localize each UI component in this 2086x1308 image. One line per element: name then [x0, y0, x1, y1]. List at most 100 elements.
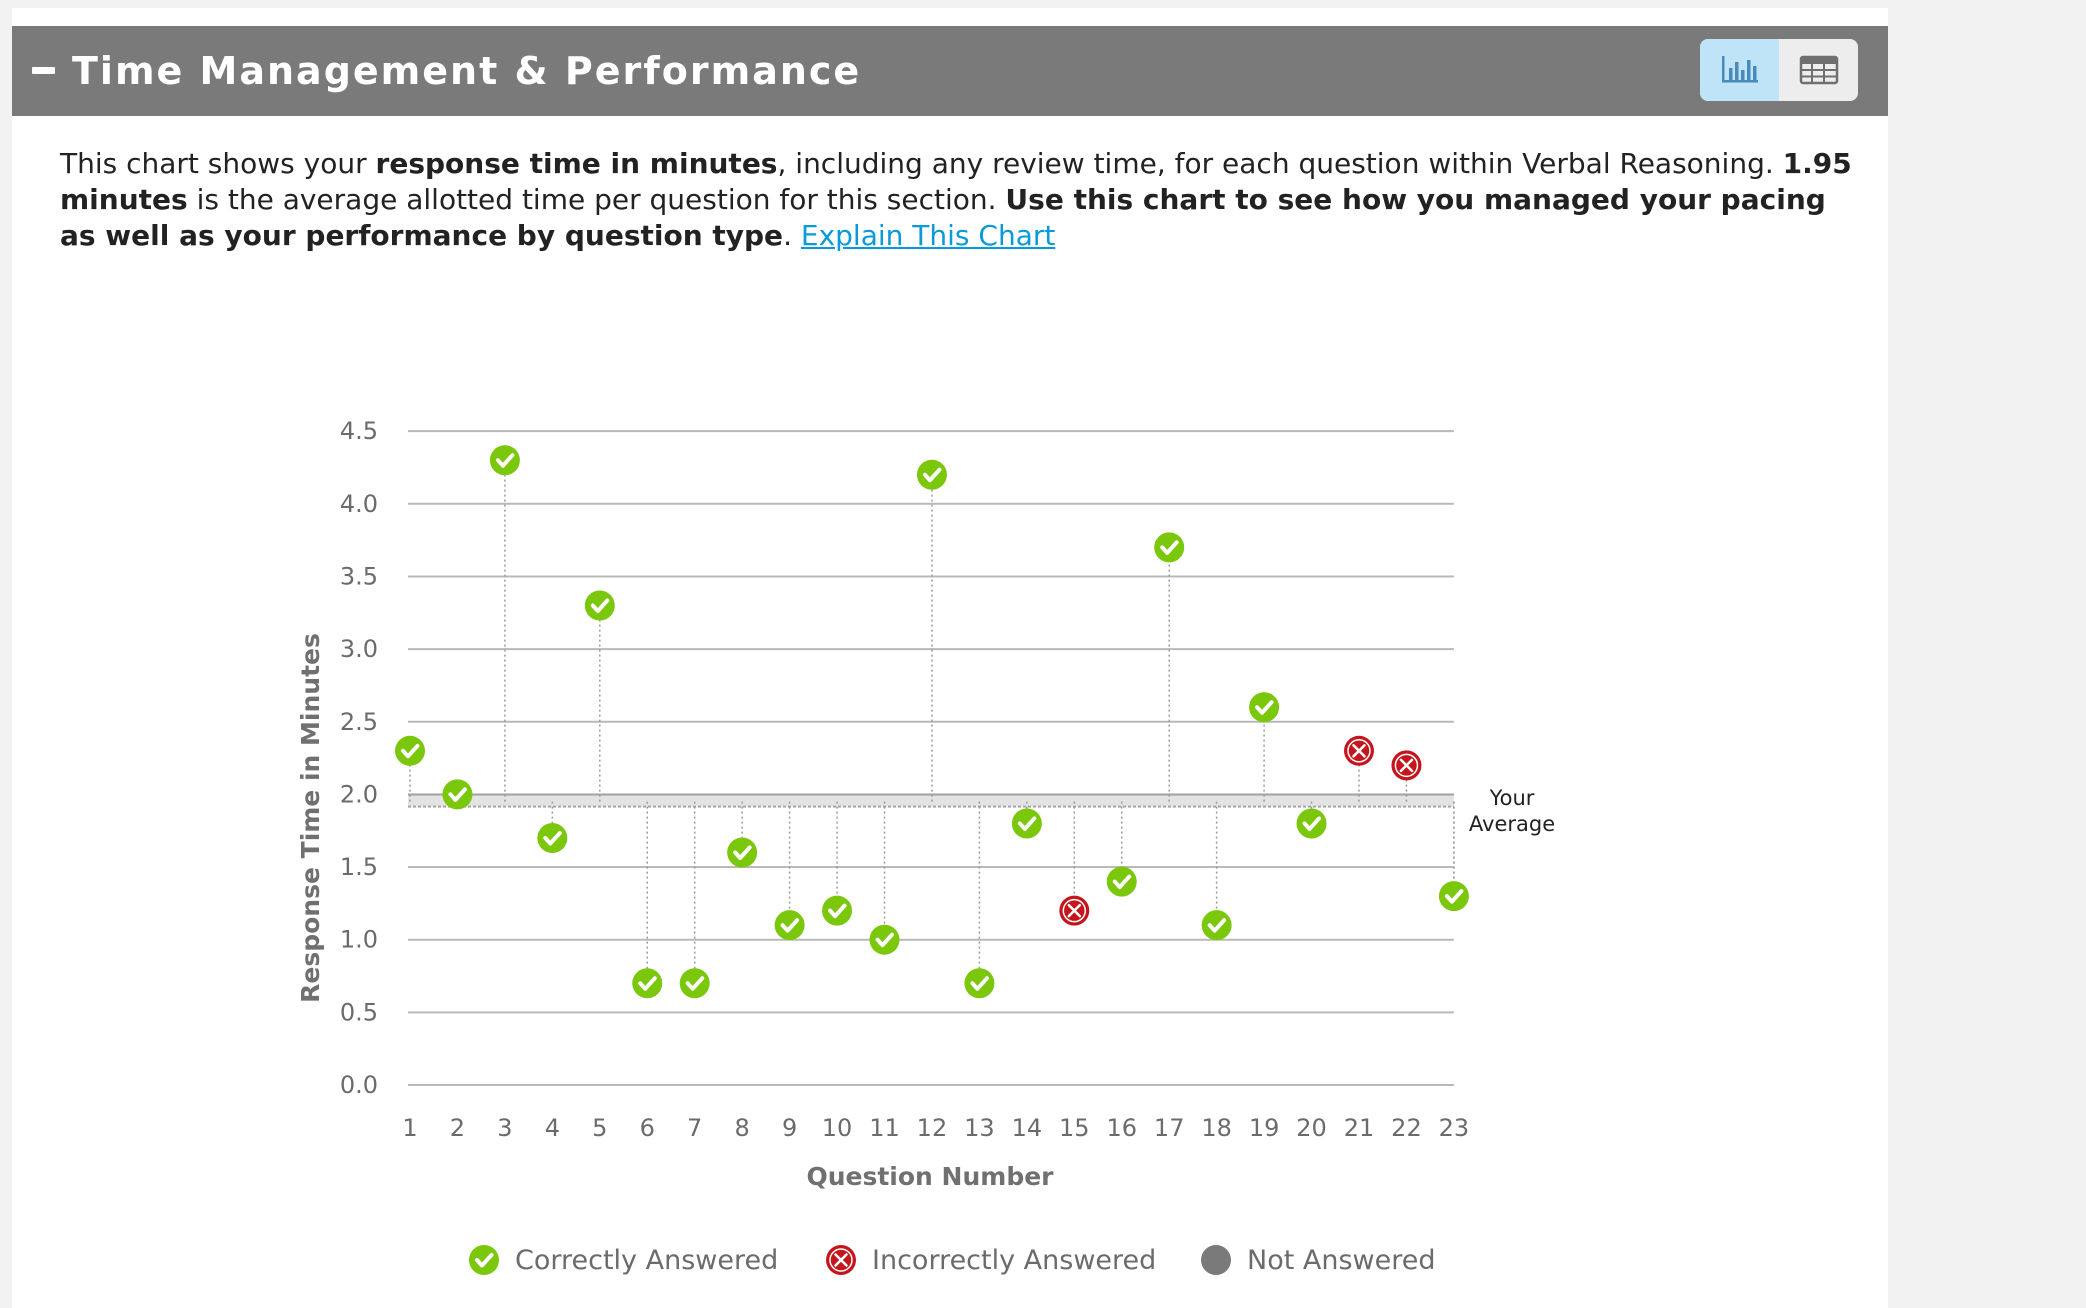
data-point-q20: [1296, 808, 1327, 839]
legend-label: Correctly Answered: [515, 1245, 778, 1276]
legend-label: Not Answered: [1247, 1245, 1436, 1276]
x-ring: [829, 1248, 853, 1272]
data-point-q3: [489, 445, 520, 476]
description-bold-1: response time in minutes: [375, 147, 778, 180]
legend-label: Incorrectly Answered: [872, 1245, 1156, 1276]
x-tick-label: 20: [1296, 1114, 1327, 1142]
average-label: Average: [1469, 812, 1555, 836]
y-tick-label: 0.5: [340, 998, 378, 1026]
correct-circle: [727, 837, 758, 868]
x-icon: [1067, 903, 1082, 918]
check-icon: [828, 903, 847, 919]
explain-chart-link[interactable]: Explain This Chart: [800, 219, 1056, 252]
data-point-q14: [1011, 808, 1042, 839]
table-grid-icon: [1799, 55, 1838, 85]
section-title: Time Management & Performance: [72, 49, 862, 93]
y-tick-label: 4.5: [340, 417, 378, 445]
description-bold-2: 1.95 minutes: [60, 147, 1852, 216]
x-ring: [1347, 739, 1371, 763]
correct-circle: [679, 968, 710, 999]
collapse-minus-icon[interactable]: [32, 67, 55, 74]
y-tick-label: 4.0: [340, 490, 378, 518]
description-text-3: is the average allotted time per questio…: [187, 183, 1006, 216]
x-tick-label: 15: [1059, 1114, 1090, 1142]
check-icon: [401, 743, 420, 759]
description-text-2: , including any review time, for each qu…: [777, 147, 1783, 180]
data-point-q11: [869, 924, 900, 955]
data-point-q17: [1154, 532, 1185, 563]
correct-circle: [822, 895, 853, 926]
x-tick-label: 18: [1201, 1114, 1232, 1142]
legend-correct: Correctly Answered: [469, 1245, 778, 1276]
check-icon: [1112, 874, 1132, 890]
data-point-q13: [964, 968, 995, 999]
table-view-button[interactable]: [1779, 39, 1858, 101]
x-tick-label: 6: [640, 1114, 655, 1142]
x-ring: [1062, 898, 1087, 923]
y-tick-label: 2.5: [340, 708, 378, 736]
data-point-q19: [1249, 692, 1280, 723]
x-tick-label: 1: [402, 1114, 417, 1142]
correct-circle: [964, 968, 995, 999]
data-point-q1: [395, 735, 425, 766]
y-tick-label: 2.0: [340, 780, 378, 808]
correct-circle: [916, 459, 947, 490]
x-tick-label: 9: [782, 1114, 797, 1142]
data-point-q23: [1438, 881, 1469, 912]
check-icon: [922, 467, 942, 483]
x-tick-label: 12: [917, 1114, 948, 1142]
check-icon: [1160, 540, 1179, 555]
data-point-q6: [632, 968, 663, 999]
data-point-q21: [1344, 735, 1374, 766]
correct-circle: [584, 590, 615, 621]
check-icon: [638, 976, 657, 991]
x-tick-label: 22: [1391, 1114, 1422, 1142]
correct-circle: [537, 822, 568, 853]
correct-circle: [1154, 532, 1185, 563]
legend-marker-incorrect: [826, 1245, 856, 1275]
average-label: Your: [1489, 786, 1535, 810]
check-icon: [1017, 816, 1037, 831]
data-point-q4: [537, 822, 568, 853]
correct-circle: [1011, 808, 1042, 839]
correct-circle: [1201, 910, 1232, 941]
correct-circle: [632, 968, 663, 999]
description-bold-3: Use this chart to see how you managed yo…: [60, 183, 1826, 252]
legend-incorrect: Incorrectly Answered: [826, 1245, 1156, 1276]
y-tick-label: 0.0: [340, 1071, 378, 1099]
x-tick-label: 16: [1106, 1114, 1137, 1142]
correct-circle: [774, 910, 805, 941]
x-tick-label: 14: [1012, 1114, 1043, 1142]
data-point-q12: [916, 459, 947, 490]
check-icon: [1444, 889, 1464, 904]
data-point-q9: [774, 910, 805, 941]
view-toggle: [1700, 39, 1858, 101]
chart-view-button[interactable]: [1700, 39, 1779, 101]
unanswered-circle: [1201, 1245, 1231, 1275]
x-tick-label: 7: [687, 1114, 702, 1142]
data-point-q8: [727, 837, 758, 868]
section-header[interactable]: Time Management & Performance: [12, 26, 1888, 116]
legend-unanswered: Not Answered: [1201, 1245, 1436, 1276]
x-tick-label: 11: [869, 1114, 900, 1142]
y-tick-label: 1.0: [340, 926, 378, 954]
data-point-q10: [822, 895, 853, 926]
check-icon: [448, 787, 467, 802]
data-point-q5: [584, 590, 615, 621]
data-point-q7: [679, 968, 710, 999]
legend-marker-correct: [469, 1245, 499, 1275]
correct-circle: [1106, 866, 1137, 897]
correct-circle: [1249, 692, 1280, 723]
y-tick-label: 3.0: [340, 635, 378, 663]
y-tick-label: 3.5: [340, 562, 378, 590]
correct-circle: [395, 735, 425, 766]
correct-circle: [442, 779, 473, 810]
data-point-q15: [1059, 895, 1090, 926]
x-tick-label: 4: [545, 1114, 560, 1142]
check-icon: [875, 932, 894, 948]
average-band: [408, 794, 1454, 807]
x-tick-label: 10: [822, 1114, 853, 1142]
chart-description: This chart shows your response time in m…: [60, 146, 1860, 254]
x-tick-label: 23: [1439, 1114, 1470, 1142]
